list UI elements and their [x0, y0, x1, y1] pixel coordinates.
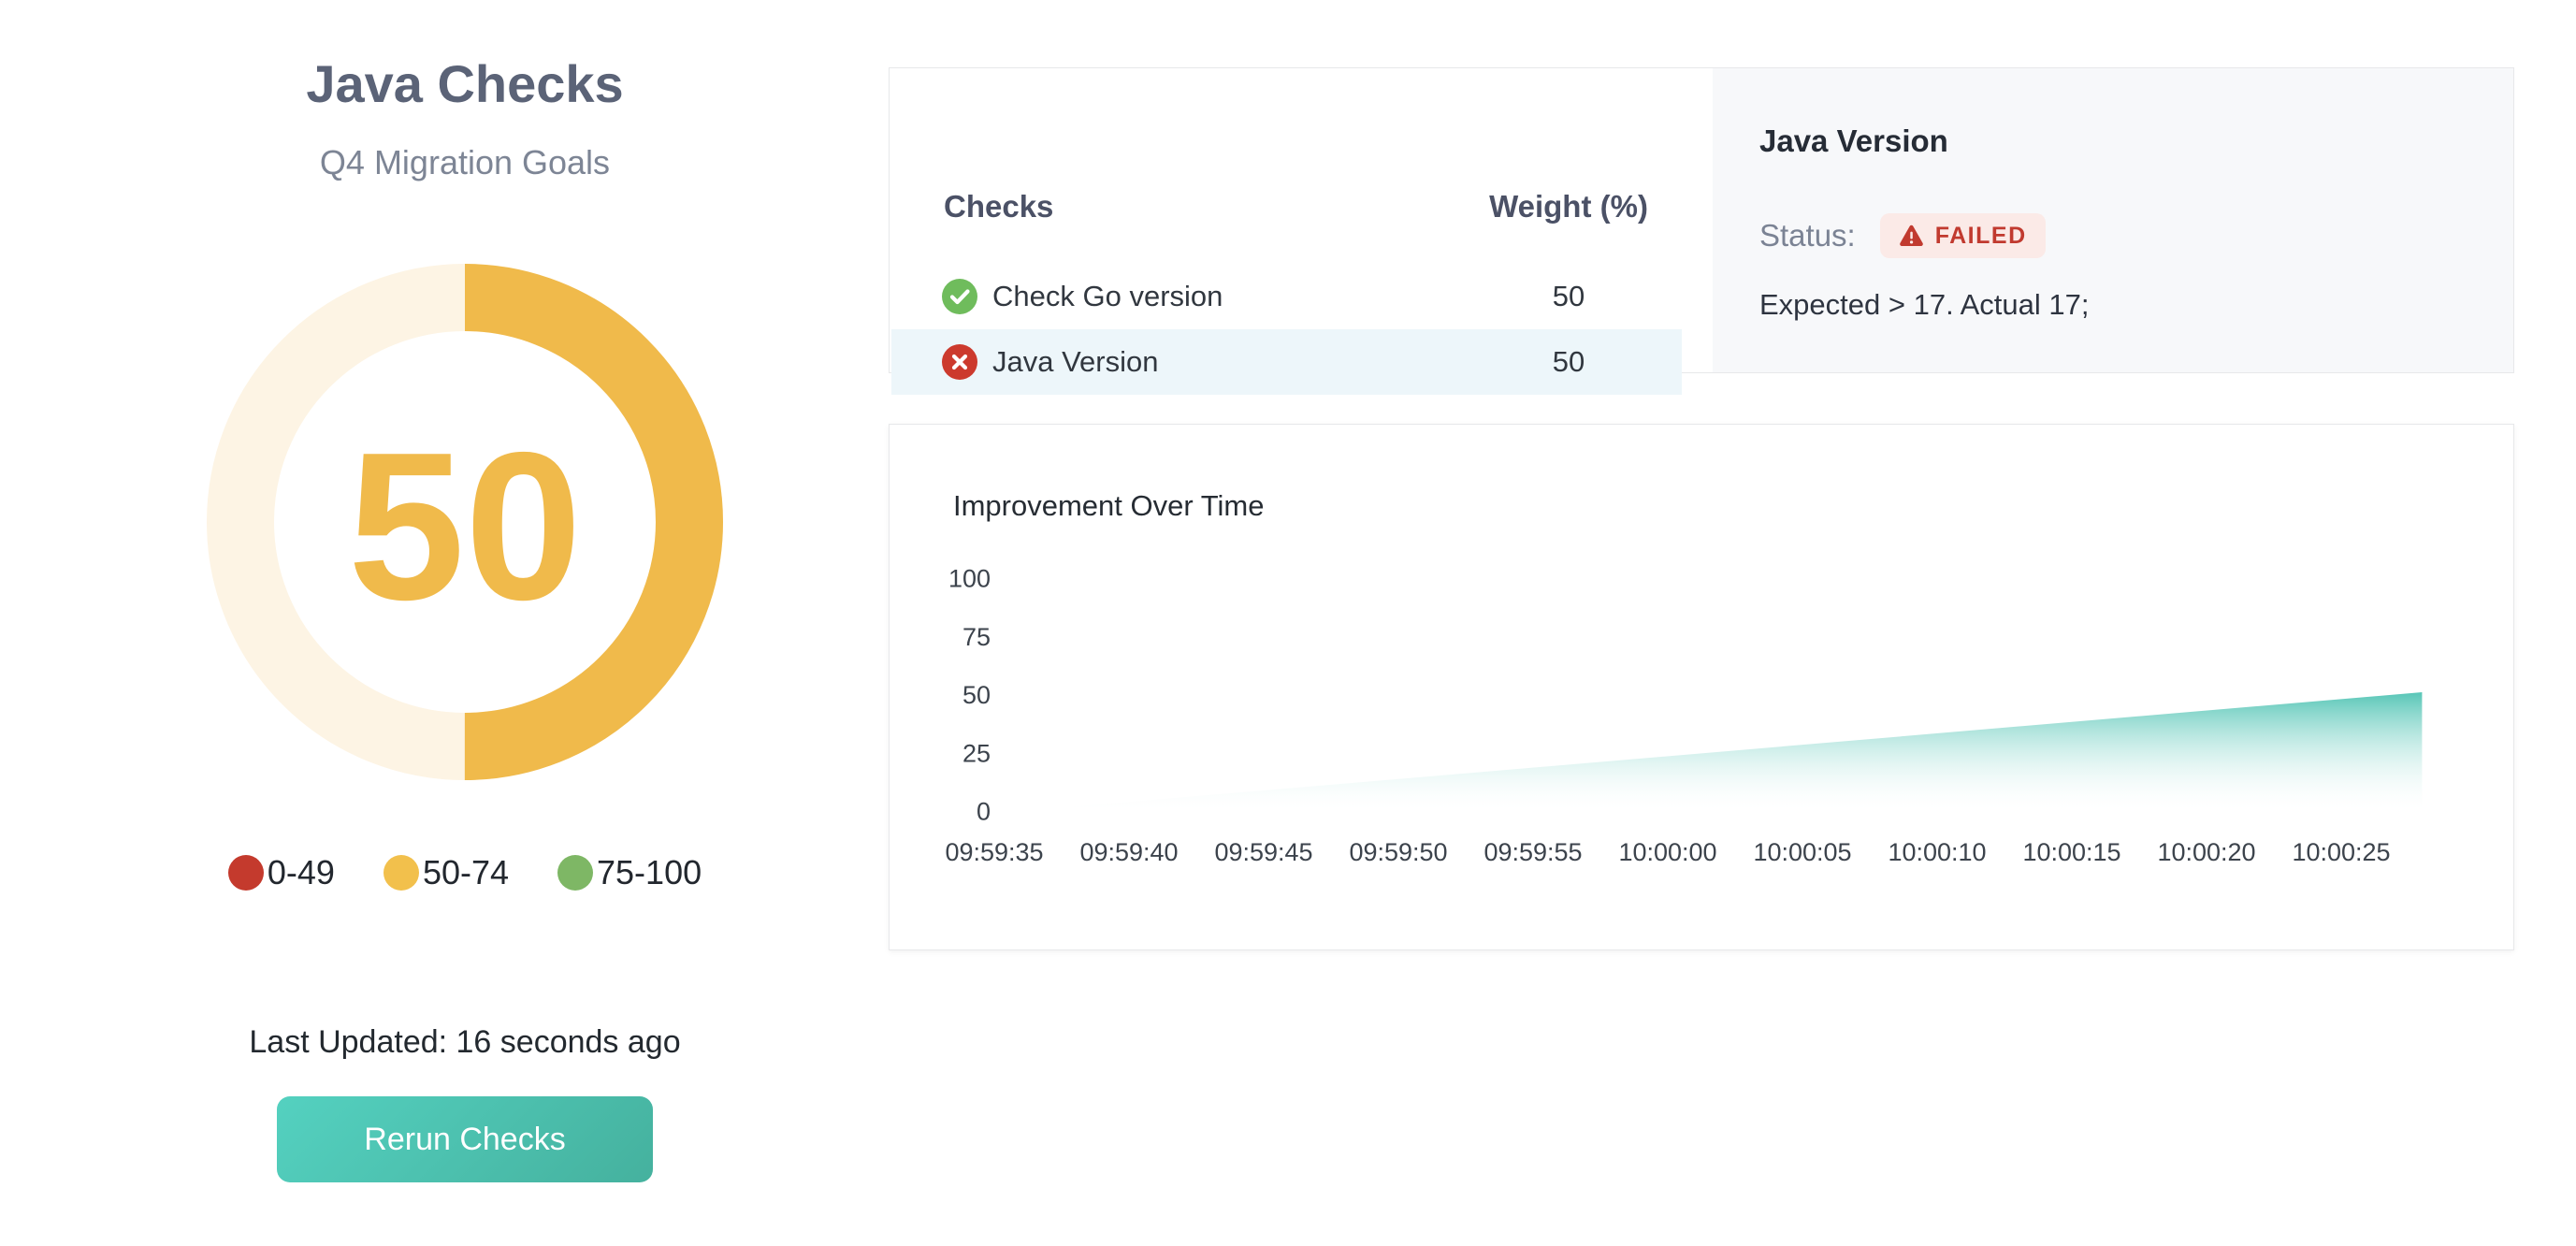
- legend-dot-green: [557, 855, 594, 891]
- gauge-progress-ring: [207, 264, 723, 780]
- check-detail-panel: Java Version Status: FAILED Expected > 1…: [1713, 68, 2513, 372]
- status-badge-text: FAILED: [1934, 222, 2027, 249]
- improvement-chart-card: Improvement Over Time 0 25 50 75 100 09:59:35…: [889, 424, 2514, 950]
- detail-message: Expected > 17. Actual 17;: [1759, 288, 2090, 321]
- x-tick-label: 10:00:00: [1618, 838, 1716, 866]
- check-name: Check Go version: [992, 280, 1223, 312]
- checks-table-rows: Check Go version 50 Java Version 50: [890, 264, 1713, 395]
- weight-column-header: Weight (%): [1489, 189, 1648, 224]
- x-tick-label: 10:00:10: [1888, 838, 1986, 866]
- score-legend: 0-49 50-74 75-100: [0, 853, 930, 892]
- check-name: Java Version: [992, 345, 1159, 378]
- last-updated-text: Last Updated: 16 seconds ago: [249, 1024, 681, 1060]
- legend-dot-red: [227, 855, 264, 891]
- y-tick-label: 100: [948, 565, 991, 593]
- status-row: Status: FAILED: [1759, 213, 2046, 258]
- rerun-checks-button[interactable]: Rerun Checks: [277, 1096, 653, 1182]
- improvement-area-chart: 0 25 50 75 100 09:59:35 09:59:40 09:59:45 09:59:…: [945, 565, 2423, 867]
- table-row-check-go-version[interactable]: Check Go version 50: [891, 264, 1682, 329]
- page-title: Java Checks: [306, 54, 624, 113]
- summary-column: Java Checks Q4 Migration Goals 50 0-49 5…: [0, 0, 930, 1246]
- legend-dot-amber: [383, 855, 419, 891]
- legend-item-mid: 50-74: [383, 853, 510, 892]
- checks-column-header: Checks: [944, 189, 1054, 224]
- x-tick-label: 09:59:40: [1079, 838, 1178, 866]
- x-tick-label: 10:00:20: [2157, 838, 2255, 866]
- checks-table: Checks Weight (%) Check Go version 50: [890, 68, 1713, 395]
- legend-label: 75-100: [597, 853, 702, 891]
- legend-item-low: 0-49: [227, 853, 335, 892]
- legend-label: 50-74: [422, 853, 510, 891]
- check-passed-icon: [942, 279, 977, 314]
- x-tick-label: 10:00:25: [2292, 838, 2390, 866]
- x-tick-label: 09:59:35: [945, 838, 1043, 866]
- legend-item-high: 75-100: [557, 853, 702, 892]
- x-tick-label: 09:59:45: [1214, 838, 1312, 866]
- y-tick-label: 25: [962, 739, 991, 767]
- score-gauge: 50: [207, 264, 723, 780]
- check-weight: 50: [1552, 345, 1585, 378]
- x-tick-label: 09:59:55: [1483, 838, 1582, 866]
- x-tick-label: 09:59:50: [1349, 838, 1447, 866]
- warning-triangle-icon: [1899, 225, 1923, 247]
- check-failed-icon: [942, 344, 977, 380]
- x-tick-label: 10:00:15: [2022, 838, 2120, 866]
- checks-card: Checks Weight (%) Check Go version 50: [889, 67, 2514, 395]
- y-tick-label: 50: [962, 681, 991, 709]
- x-tick-label: 10:00:05: [1753, 838, 1851, 866]
- checks-table-header: Checks Weight (%): [890, 188, 1713, 225]
- legend-label: 0-49: [267, 853, 335, 891]
- score-gauge-svg: 50: [207, 264, 723, 780]
- improvement-area-series: [1020, 692, 2423, 811]
- chart-title: Improvement Over Time: [953, 489, 1265, 522]
- table-row-java-version[interactable]: Java Version 50: [891, 329, 1682, 395]
- check-weight: 50: [1552, 280, 1585, 312]
- gauge-value: 50: [348, 408, 582, 644]
- failed-status-badge: FAILED: [1879, 213, 2046, 258]
- y-tick-label: 0: [977, 798, 991, 826]
- chart-plot-area: [1020, 692, 2423, 811]
- detail-title: Java Version: [1759, 123, 1948, 158]
- chart-axis-ticks: 0 25 50 75 100 09:59:35 09:59:40 09:59:45 09:59:…: [945, 565, 2390, 867]
- status-label: Status:: [1759, 218, 1856, 253]
- y-tick-label: 75: [962, 623, 991, 651]
- page-subtitle: Q4 Migration Goals: [319, 143, 611, 181]
